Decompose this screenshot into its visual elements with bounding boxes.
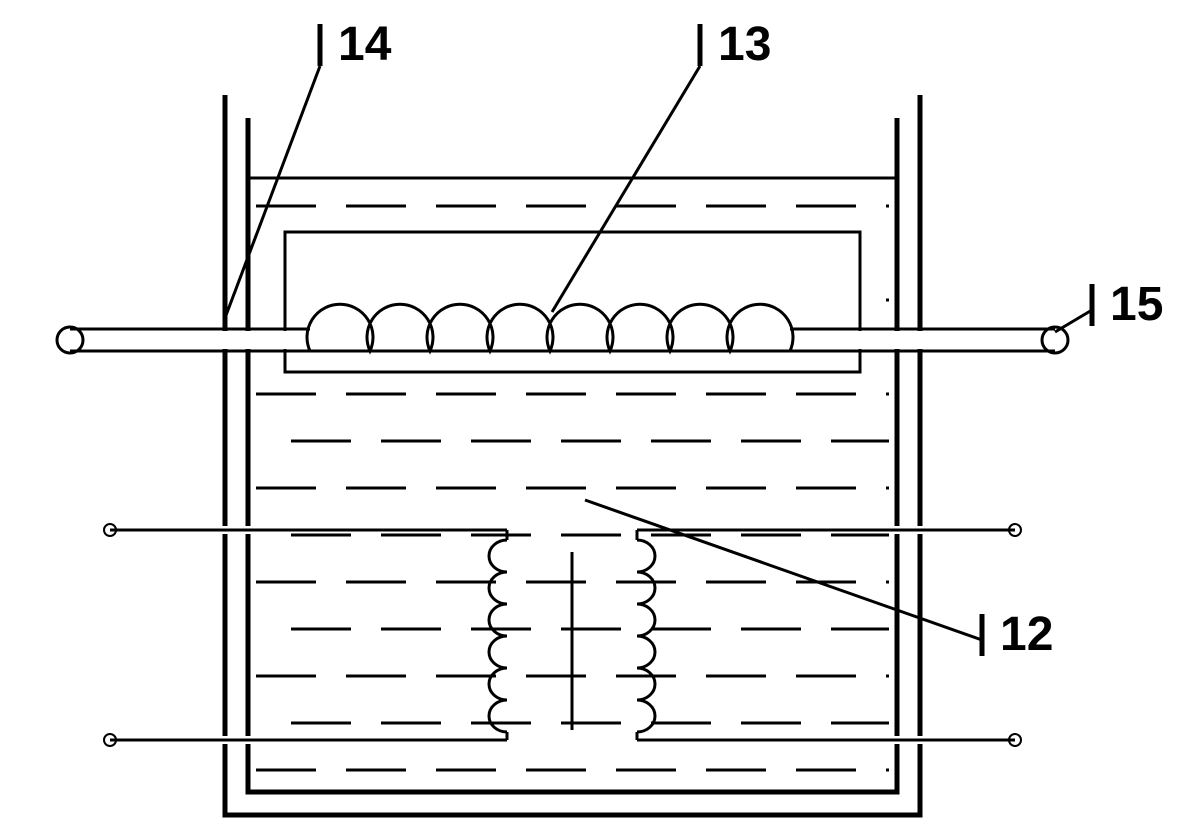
label-l15-leader [1055, 310, 1092, 332]
label-l12-label: 12 [1000, 608, 1053, 661]
label-l15-label: 15 [1110, 278, 1163, 331]
label-l14-label: 14 [338, 18, 392, 71]
label-l13-label: 13 [718, 18, 771, 71]
pipe-left-end [57, 327, 83, 353]
